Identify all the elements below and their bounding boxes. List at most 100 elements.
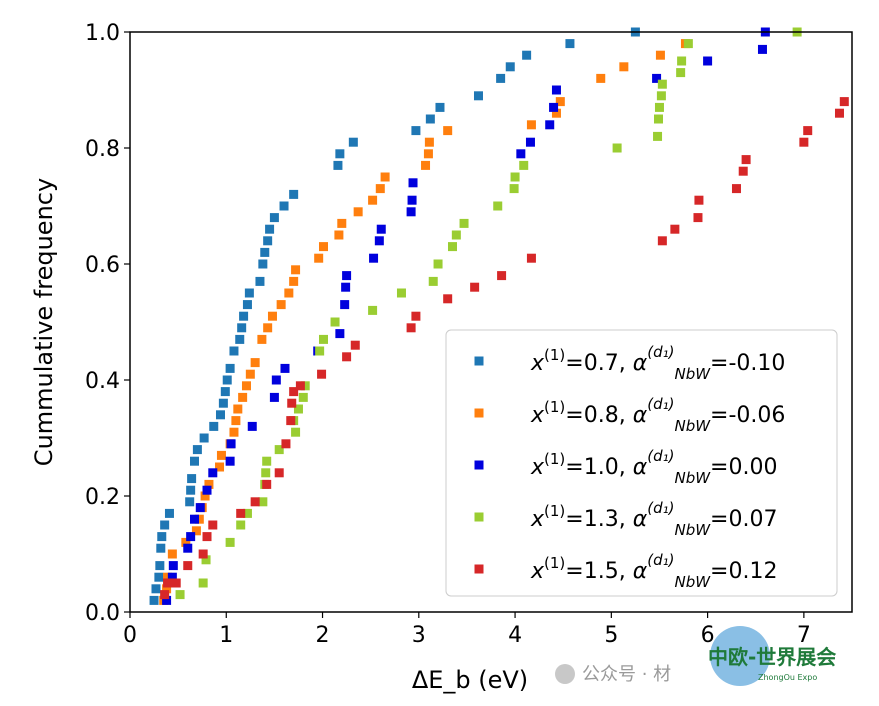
data-point: [276, 300, 286, 310]
data-point: [202, 532, 212, 542]
data-point: [683, 39, 693, 49]
data-point: [428, 276, 438, 286]
data-point: [549, 102, 559, 112]
data-point: [291, 427, 301, 437]
data-point: [289, 387, 299, 397]
data-point: [155, 561, 165, 571]
data-point: [222, 375, 232, 385]
data-point: [654, 102, 664, 112]
y-tick-label: 0.6: [85, 253, 120, 278]
data-point: [263, 236, 273, 246]
data-point: [269, 392, 279, 402]
legend: x(1)=0.7, α(d₁)NbW=-0.10 x(1)=0.8, α(d₁)N…: [445, 329, 838, 597]
data-point: [215, 410, 225, 420]
legend-marker: [474, 564, 484, 574]
legend-marker: [474, 408, 484, 418]
x-tick-label: 1: [219, 623, 233, 648]
data-point: [693, 213, 703, 223]
data-point: [191, 526, 201, 536]
data-point: [425, 114, 435, 124]
data-points: [149, 27, 849, 605]
data-point: [451, 230, 461, 240]
data-point: [250, 358, 260, 368]
data-point: [318, 242, 328, 252]
data-point: [160, 590, 170, 600]
legend-entry-label: x(1)=1.3, α(d₁)NbW=0.07: [530, 499, 777, 539]
data-point: [271, 375, 281, 385]
data-point: [526, 253, 536, 263]
data-point: [341, 282, 351, 292]
data-point: [242, 300, 252, 310]
data-point: [423, 149, 433, 159]
data-point: [257, 334, 267, 344]
y-tick-label: 0.4: [85, 369, 120, 394]
data-point: [198, 578, 208, 588]
data-point: [245, 369, 255, 379]
data-point: [175, 590, 185, 600]
data-point: [657, 236, 667, 246]
data-point: [291, 265, 301, 275]
data-point: [411, 126, 421, 136]
data-point: [225, 537, 235, 547]
data-point: [510, 172, 520, 182]
data-point: [834, 108, 844, 118]
data-point: [231, 416, 241, 426]
data-point: [676, 68, 686, 78]
data-point: [525, 137, 535, 147]
data-point: [162, 595, 172, 605]
data-point: [226, 439, 236, 449]
legend-entry-label: x(1)=1.5, α(d₁)NbW=0.12: [530, 551, 777, 591]
data-point: [317, 369, 327, 379]
data-point: [516, 149, 526, 159]
x-tick-label: 6: [701, 623, 715, 648]
data-point: [406, 323, 416, 333]
data-point: [447, 242, 457, 252]
data-point: [368, 305, 378, 315]
data-point: [300, 381, 310, 391]
data-point: [239, 311, 249, 321]
data-point: [652, 73, 662, 83]
x-tick-label: 5: [604, 623, 618, 648]
x-axis-ticks: 0 1 2 3 4 5 6 7: [123, 612, 811, 648]
data-point: [670, 224, 680, 234]
data-point: [204, 479, 214, 489]
data-point: [215, 462, 225, 472]
data-point: [185, 497, 195, 507]
data-point: [171, 578, 181, 588]
y-tick-label: 1.0: [85, 21, 120, 46]
data-point: [163, 578, 173, 588]
watermark: 公众号 · 材 中欧-世界展会 ZhongOu Expo: [555, 626, 836, 686]
y-tick-label: 0.2: [85, 485, 120, 510]
data-point: [164, 508, 174, 518]
data-point: [470, 282, 480, 292]
watermark-text: 公众号 · 材: [582, 664, 671, 685]
data-point: [380, 172, 390, 182]
data-point: [655, 50, 665, 60]
data-point: [157, 532, 167, 542]
data-point: [267, 311, 277, 321]
data-point: [235, 334, 245, 344]
data-point: [201, 555, 211, 565]
data-point: [229, 427, 239, 437]
x-axis-label: ΔE_b (eV): [412, 666, 528, 694]
data-point: [167, 549, 177, 559]
data-point: [195, 503, 205, 513]
data-point: [199, 433, 209, 443]
data-point: [274, 445, 284, 455]
data-point: [163, 572, 173, 582]
legend-box: [445, 329, 838, 597]
data-point: [289, 189, 299, 199]
data-point: [295, 381, 305, 391]
data-point: [509, 184, 519, 194]
data-point: [493, 201, 503, 211]
data-point: [194, 514, 204, 524]
data-point: [551, 85, 561, 95]
data-point: [244, 288, 254, 298]
watermark-logo-text: 中欧-世界展会: [708, 645, 836, 669]
data-point: [376, 224, 386, 234]
y-tick-label: 0.0: [85, 601, 120, 626]
data-point: [741, 155, 751, 165]
data-point: [703, 56, 713, 66]
data-point: [522, 50, 532, 60]
